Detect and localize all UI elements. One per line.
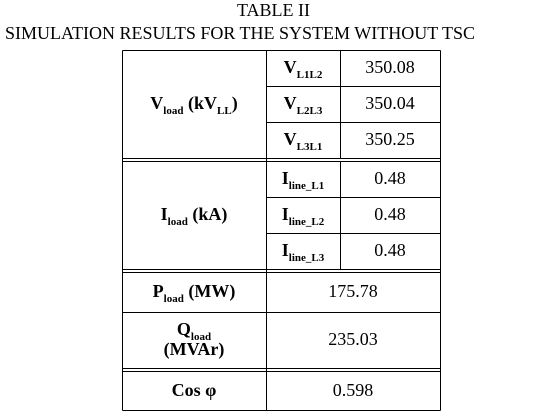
label-text: I xyxy=(281,240,289,261)
table-subtitle: SIMULATION RESULTS FOR THE SYSTEM WITHOU… xyxy=(5,23,476,43)
label: Cos φ xyxy=(171,379,217,401)
label: VL2L3 xyxy=(283,93,323,118)
row-label: Iline_L1 xyxy=(266,161,340,197)
row-value: 0.598 xyxy=(266,371,440,410)
value: 175.78 xyxy=(328,281,378,302)
row-label: VL2L3 xyxy=(266,86,340,122)
subscript: LL xyxy=(217,105,232,118)
row-value: 0.48 xyxy=(340,197,440,233)
row-value: 175.78 xyxy=(266,272,440,312)
subscript: load xyxy=(163,105,184,118)
label-text: Q xyxy=(176,319,191,340)
row-label: Cos φ xyxy=(122,371,266,410)
label-text: (MW) xyxy=(183,281,236,302)
label: VL3L1 xyxy=(283,129,323,154)
row-value: 350.04 xyxy=(340,86,440,122)
label-text: (MVAr) xyxy=(163,339,225,359)
row-value: 0.48 xyxy=(340,161,440,197)
label: VL1L2 xyxy=(283,57,323,82)
subscript: line_L2 xyxy=(288,216,325,229)
row-label: VL1L2 xyxy=(266,50,340,86)
value: 0.48 xyxy=(374,168,406,189)
subscript: L1L2 xyxy=(296,69,323,82)
row-value: 350.25 xyxy=(340,122,440,158)
subscript: load xyxy=(167,216,188,229)
label: Iline_L1 xyxy=(281,168,325,193)
label-text: P xyxy=(152,281,164,302)
label-text: Cos φ xyxy=(171,379,217,400)
label-text: I xyxy=(160,204,168,225)
label: Iline_L3 xyxy=(281,240,325,265)
label: Vload (kVLL) xyxy=(150,93,238,118)
value: 350.25 xyxy=(365,129,415,150)
label-text: ) xyxy=(231,93,238,114)
value: 0.48 xyxy=(374,240,406,261)
subscript: load xyxy=(190,331,212,344)
table-title: TABLE II xyxy=(236,0,311,20)
row-label: VL3L1 xyxy=(266,122,340,158)
row-value: 0.48 xyxy=(340,233,440,269)
group-label: Vload (kVLL) xyxy=(122,50,266,158)
row-value: 350.08 xyxy=(340,50,440,86)
subscript: L3L1 xyxy=(296,141,323,154)
value: 350.08 xyxy=(365,57,415,78)
label: Pload (MW) xyxy=(152,281,236,306)
row-label: Pload (MW) xyxy=(122,272,266,312)
row-label: Qload (MVAr) xyxy=(122,312,266,368)
subscript: line_L1 xyxy=(288,180,325,193)
label-text: (kA) xyxy=(187,204,228,225)
group-label: Iload (kA) xyxy=(122,161,266,269)
subscript: load xyxy=(163,293,184,306)
label-text: I xyxy=(281,204,289,225)
row-label: Iline_L2 xyxy=(266,197,340,233)
label-text: V xyxy=(283,129,297,150)
label-text: V xyxy=(150,93,164,114)
row-value: 235.03 xyxy=(266,312,440,368)
subscript: line_L3 xyxy=(288,252,325,265)
label: Qload (MVAr) xyxy=(163,319,225,360)
label-text: V xyxy=(283,57,297,78)
subscript: L2L3 xyxy=(296,105,323,118)
row-label: Iline_L3 xyxy=(266,233,340,269)
value: 235.03 xyxy=(328,329,378,350)
value: 350.04 xyxy=(365,93,415,114)
label-text: (kV xyxy=(183,93,217,114)
label-text: V xyxy=(283,93,297,114)
label-text: I xyxy=(281,168,289,189)
label: Iline_L2 xyxy=(281,204,325,229)
label: Iload (kA) xyxy=(160,204,228,229)
value: 0.598 xyxy=(332,379,374,400)
value: 0.48 xyxy=(374,204,406,225)
